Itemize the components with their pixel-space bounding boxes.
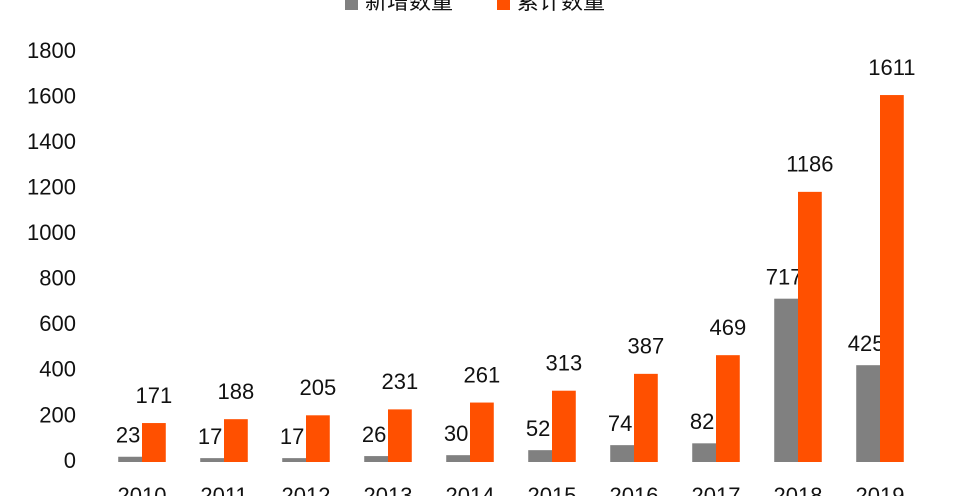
bar [774, 298, 798, 462]
y-tick-label: 1000 [27, 220, 76, 245]
x-tick-label: 2012 [282, 483, 331, 496]
bar [552, 390, 576, 462]
y-tick-label: 600 [39, 311, 76, 336]
x-tick-label: 2014 [446, 483, 495, 496]
bar [716, 355, 740, 462]
x-tick-label: 2013 [364, 483, 413, 496]
y-tick-label: 0 [64, 448, 76, 473]
legend-swatch [497, 0, 510, 10]
data-label: 1186 [786, 152, 833, 177]
data-label: 74 [608, 411, 632, 436]
data-label: 231 [382, 369, 419, 394]
bar [224, 419, 248, 462]
y-tick-label: 1800 [27, 38, 76, 63]
legend-label: 新增数量 [365, 0, 453, 14]
bar [528, 450, 552, 462]
data-label: 425 [848, 331, 885, 356]
bar [118, 456, 142, 462]
bar [364, 456, 388, 462]
data-label: 469 [710, 315, 747, 340]
bar [388, 409, 412, 462]
data-label: 387 [628, 334, 665, 359]
data-label: 1611 [868, 55, 915, 80]
x-tick-label: 2011 [200, 483, 247, 496]
data-label: 17 [280, 424, 304, 449]
data-label: 23 [116, 423, 140, 448]
data-label: 717 [766, 264, 803, 289]
bar [200, 458, 224, 462]
x-tick-label: 2016 [610, 483, 659, 496]
y-tick-label: 1200 [27, 174, 76, 199]
x-tick-label: 2019 [856, 483, 905, 496]
bar [692, 443, 716, 462]
bar [446, 455, 470, 462]
bar [634, 373, 658, 462]
data-label: 30 [444, 421, 468, 446]
bar [856, 365, 880, 462]
data-label: 205 [300, 375, 337, 400]
bar [610, 445, 634, 462]
data-label: 52 [526, 416, 550, 441]
data-label: 261 [464, 362, 501, 387]
legend-label: 累计数量 [517, 0, 605, 14]
bar [880, 95, 904, 463]
bar [142, 423, 166, 462]
bar [798, 191, 822, 462]
y-tick-label: 1600 [27, 83, 76, 108]
x-tick-label: 2015 [528, 483, 577, 496]
y-tick-label: 1400 [27, 129, 76, 154]
bar [470, 402, 494, 462]
x-tick-label: 2010 [118, 483, 167, 496]
y-tick-label: 400 [39, 357, 76, 382]
data-label: 313 [546, 351, 583, 376]
data-label: 82 [690, 409, 714, 434]
y-tick-label: 800 [39, 266, 76, 291]
data-label: 17 [198, 424, 222, 449]
bar [282, 458, 306, 462]
bar [306, 415, 330, 462]
x-tick-label: 2017 [692, 483, 741, 496]
y-tick-label: 200 [39, 402, 76, 427]
data-label: 188 [218, 379, 255, 404]
data-label: 171 [136, 383, 173, 408]
data-label: 26 [362, 422, 386, 447]
legend-swatch [345, 0, 358, 10]
x-tick-label: 2018 [774, 483, 823, 496]
